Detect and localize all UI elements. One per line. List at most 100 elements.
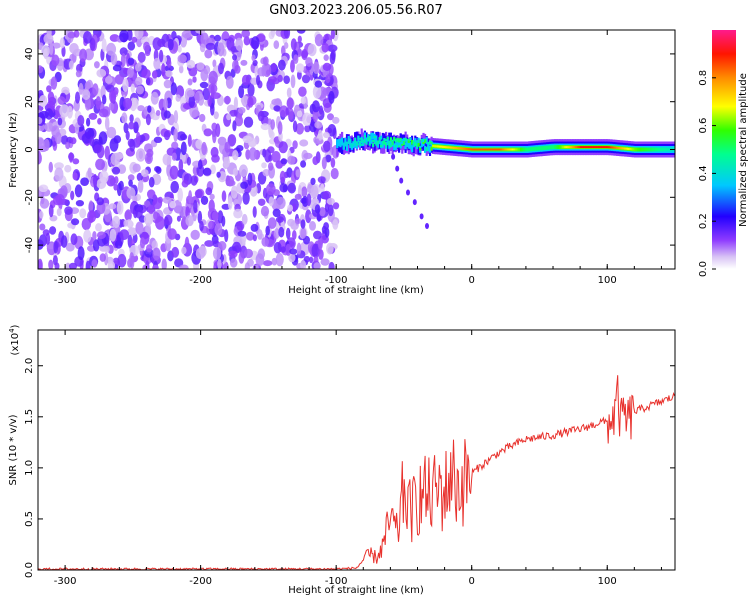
heatmap-cell [386, 136, 389, 144]
heatmap-cell [586, 146, 589, 149]
heatmap-cell [336, 140, 339, 157]
heatmap-cell [435, 145, 438, 148]
heatmap-cell [215, 123, 221, 137]
heatmap-cell [628, 148, 632, 150]
heatmap-cell [627, 147, 630, 150]
heatmap-cell [580, 146, 583, 149]
heatmap-cell [330, 157, 336, 168]
heatmap-cell [428, 145, 432, 153]
heatmap-cell [388, 143, 391, 146]
heatmap-cell [295, 123, 304, 135]
heatmap-cell [328, 261, 335, 269]
heatmap-cell [336, 141, 339, 146]
heatmap-cell [523, 148, 526, 151]
heatmap-cell [297, 70, 302, 80]
heatmap-cell [180, 141, 187, 156]
heatmap-cell [211, 211, 219, 221]
heatmap-cell [127, 67, 134, 78]
heatmap-cell [651, 148, 654, 151]
spectrogram-xtick-label: 0 [469, 275, 475, 286]
heatmap-cell [59, 104, 70, 118]
heatmap-cell [98, 108, 109, 118]
heatmap-cell [217, 258, 222, 269]
heatmap-cell [147, 189, 156, 199]
heatmap-cell [241, 30, 250, 38]
heatmap-cell [300, 260, 307, 269]
heatmap-cell [420, 139, 423, 142]
heatmap-cell [350, 145, 353, 148]
heatmap-cell [104, 245, 110, 253]
heatmap-cell [345, 144, 349, 151]
heatmap-cell [625, 147, 628, 150]
heatmap-cell [588, 146, 591, 149]
heatmap-cell [360, 137, 363, 142]
heatmap-cell [75, 70, 82, 78]
heatmap-cell [585, 146, 588, 149]
heatmap-cell [640, 148, 643, 151]
heatmap-cell [341, 137, 344, 145]
snr-ytick-label: 0.5 [24, 511, 35, 527]
heatmap-cell [113, 183, 118, 191]
heatmap-cell [638, 148, 641, 151]
heatmap-cell [329, 51, 336, 65]
heatmap-cell [225, 75, 234, 89]
heatmap-cell [39, 210, 44, 219]
heatmap-cell [91, 259, 98, 268]
heatmap-cell [544, 146, 547, 149]
heatmap-cell [531, 148, 534, 150]
heatmap-cell [261, 64, 266, 77]
heatmap-cell [110, 152, 120, 166]
heatmap-cell [309, 256, 314, 264]
heatmap-cell [99, 170, 109, 184]
heatmap-cell [93, 144, 102, 154]
heatmap-cell [170, 180, 179, 194]
heatmap-cell [476, 148, 479, 151]
heatmap-cell [313, 230, 322, 240]
heatmap-cell [372, 140, 375, 142]
heatmap-cell [327, 44, 338, 53]
heatmap-cell [271, 151, 281, 163]
heatmap-cell [389, 137, 392, 142]
heatmap-cell [74, 184, 83, 198]
heatmap-cell [342, 145, 345, 150]
heatmap-cell [604, 146, 607, 149]
heatmap-cell [412, 140, 415, 143]
heatmap-cell [135, 206, 143, 219]
heatmap-cell [437, 145, 440, 148]
heatmap-cell [285, 107, 290, 116]
spectrogram-xtick-label: -200 [189, 275, 212, 286]
heatmap-cell [161, 63, 166, 77]
heatmap-cell [606, 146, 609, 149]
heatmap-cell [287, 218, 295, 227]
heatmap-cell [463, 147, 466, 150]
heatmap-cell [146, 244, 153, 253]
heatmap-cell [119, 47, 128, 56]
heatmap-cell [50, 76, 58, 90]
heatmap-cell [419, 146, 422, 148]
snr-ytick-label: 0.0 [24, 562, 35, 578]
spectrogram-ytick-label: 40 [24, 48, 35, 61]
heatmap-cell [601, 146, 604, 149]
snr-ytick-label: 1.5 [24, 409, 35, 425]
heatmap-cell [341, 143, 344, 154]
heatmap-cell [559, 146, 562, 149]
heatmap-cell [233, 208, 243, 219]
heatmap-cell [272, 208, 281, 218]
heatmap-cell [77, 246, 85, 261]
heatmap-cell [143, 213, 154, 226]
heatmap-cell [283, 75, 291, 84]
heatmap-cell [541, 147, 544, 150]
heatmap-cell [96, 231, 106, 239]
heatmap-cell [612, 146, 615, 149]
heatmap-cell [153, 211, 159, 221]
heatmap-cell [614, 146, 617, 149]
heatmap-cell [238, 85, 245, 99]
heatmap-cell [129, 138, 136, 152]
heatmap-cell [240, 181, 249, 189]
heatmap-cell [128, 179, 133, 187]
heatmap-cell [240, 59, 248, 66]
heatmap-cell [454, 147, 458, 149]
heatmap-cell [314, 80, 323, 88]
colorbar-tick-label: 0.0 [698, 261, 709, 277]
heatmap-cell [664, 148, 667, 151]
